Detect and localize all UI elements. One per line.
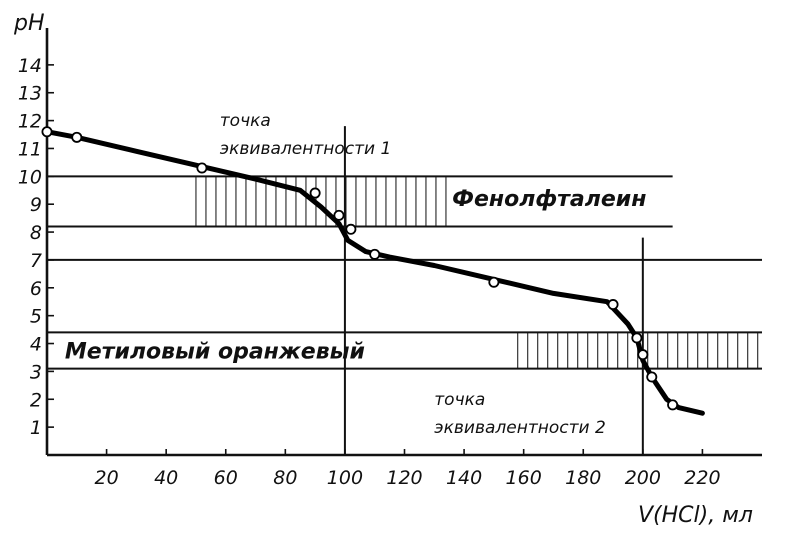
- axes: [45, 28, 762, 457]
- band-label-methyl-orange: Метиловый оранжевый: [65, 340, 365, 365]
- x-tick-label: 140: [446, 467, 482, 489]
- x-tick-label: 200: [625, 467, 661, 489]
- indicator-band-1: [517, 332, 759, 369]
- annotation-equivalence-2-line1: точка: [434, 390, 485, 410]
- y-tick-label: 6: [30, 278, 42, 300]
- titration-curve-0: [44, 129, 705, 416]
- y-tick-label: 2: [30, 389, 42, 411]
- y-tick-label: 8: [30, 222, 42, 244]
- data-point-marker: [309, 187, 321, 199]
- chart-text: pH V(HCl), мл Фенолфталеин Метиловый ора…: [13, 11, 753, 528]
- y-tick-label: 12: [18, 111, 42, 133]
- x-tick-label: 40: [154, 467, 178, 489]
- data-point-marker: [71, 131, 83, 143]
- y-tick-label: 4: [30, 334, 42, 356]
- indicator-band-0: [195, 176, 447, 227]
- data-point-marker: [646, 371, 658, 383]
- annotation-equivalence-1-line1: точка: [220, 111, 271, 131]
- annotation-equivalence-1-line2: эквивалентности 1: [220, 139, 391, 159]
- y-tick-label: 14: [18, 55, 42, 77]
- annotation-equivalence-2-line2: эквивалентности 2: [434, 418, 605, 438]
- y-tick-label: 1: [30, 417, 42, 439]
- data-point-marker: [637, 349, 649, 361]
- data-markers: [41, 126, 679, 411]
- reference-lines: [47, 126, 762, 455]
- data-point-marker: [196, 162, 208, 174]
- x-axis-label: V(HCl), мл: [638, 503, 753, 528]
- data-point-marker: [631, 332, 643, 344]
- band-label-phenolphthalein: Фенолфталеин: [452, 187, 646, 212]
- y-tick-label: 3: [30, 361, 42, 383]
- data-point-marker: [607, 299, 619, 311]
- data-point-marker: [333, 209, 345, 221]
- x-tick-label: 60: [214, 467, 238, 489]
- x-tick-label: 180: [565, 467, 601, 489]
- data-point-marker: [488, 276, 500, 288]
- y-tick-label: 5: [30, 306, 42, 328]
- x-tick-label: 20: [94, 467, 118, 489]
- x-tick-label: 220: [684, 467, 720, 489]
- y-tick-label: 10: [18, 166, 42, 188]
- y-axis-label: pH: [13, 11, 45, 36]
- y-tick-label: 13: [18, 83, 42, 105]
- series: [44, 129, 705, 416]
- data-point-marker: [345, 223, 357, 235]
- x-tick-label: 80: [273, 467, 297, 489]
- data-point-marker: [41, 126, 53, 138]
- x-tick-label: 120: [386, 467, 422, 489]
- y-tick-label: 7: [30, 250, 42, 272]
- x-tick-label: 100: [327, 467, 363, 489]
- y-tick-label: 11: [18, 138, 42, 160]
- data-point-marker: [369, 248, 381, 260]
- y-tick-label: 9: [30, 194, 42, 216]
- x-tick-label: 160: [506, 467, 542, 489]
- data-point-marker: [667, 399, 679, 411]
